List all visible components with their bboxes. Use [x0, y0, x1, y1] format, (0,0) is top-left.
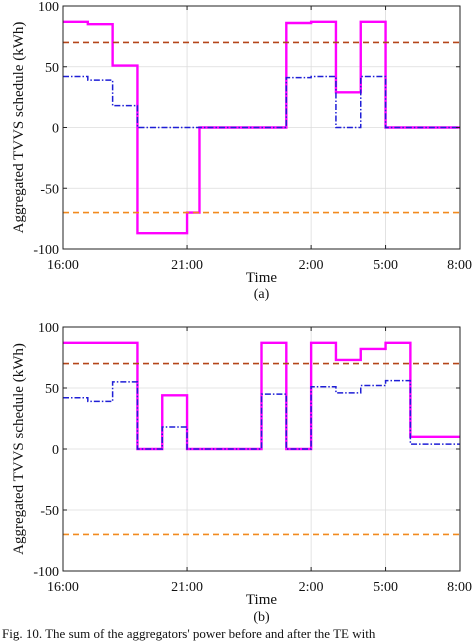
x-tick-label: 5:00 — [373, 580, 398, 595]
y-tick-label: -50 — [40, 504, 59, 519]
y-axis-label: Aggregated TVVS schedule (kWh) — [11, 343, 27, 555]
y-tick-label: 50 — [45, 61, 59, 76]
x-tick-label: 2:00 — [299, 580, 324, 595]
x-tick-label: 2:00 — [299, 258, 324, 273]
x-tick-label: 8:00 — [447, 580, 472, 595]
series-dashdot-line — [63, 75, 460, 129]
x-tick-label: 8:00 — [447, 258, 472, 273]
x-tick-label: 16:00 — [47, 580, 79, 595]
y-axis-label: Aggregated TVVS schedule (kWh) — [11, 22, 27, 234]
y-tick-label: 50 — [45, 382, 59, 397]
y-tick-label: 0 — [52, 443, 59, 458]
y-tick-label: 100 — [38, 0, 59, 15]
panel-label: (b) — [253, 610, 270, 625]
y-tick-label: 0 — [52, 122, 59, 137]
x-axis-label: Time — [246, 270, 277, 286]
y-tick-label: 100 — [38, 321, 59, 336]
x-tick-label: 16:00 — [47, 258, 79, 273]
x-axis-label: Time — [246, 592, 277, 608]
x-tick-label: 21:00 — [171, 258, 203, 273]
chart-panel-b: 16:00 21:00 2:00 5:00 8:00 100 50 0 -50 -100 Time A… — [11, 321, 472, 625]
series-dashdot-line — [63, 379, 460, 450]
panel-label: (a) — [254, 287, 270, 302]
y-tick-label: -50 — [40, 182, 59, 197]
x-tick-label: 5:00 — [373, 258, 398, 273]
y-tick-label: -100 — [33, 565, 59, 580]
x-tick-label: 21:00 — [171, 580, 203, 595]
chart-panel-a: 16:00 21:00 2:00 5:00 8:00 100 50 0 -50 -100 Time A… — [11, 0, 472, 302]
figure-caption: Fig. 10. The sum of the aggregators' pow… — [2, 626, 376, 641]
y-tick-label: -100 — [33, 243, 59, 258]
